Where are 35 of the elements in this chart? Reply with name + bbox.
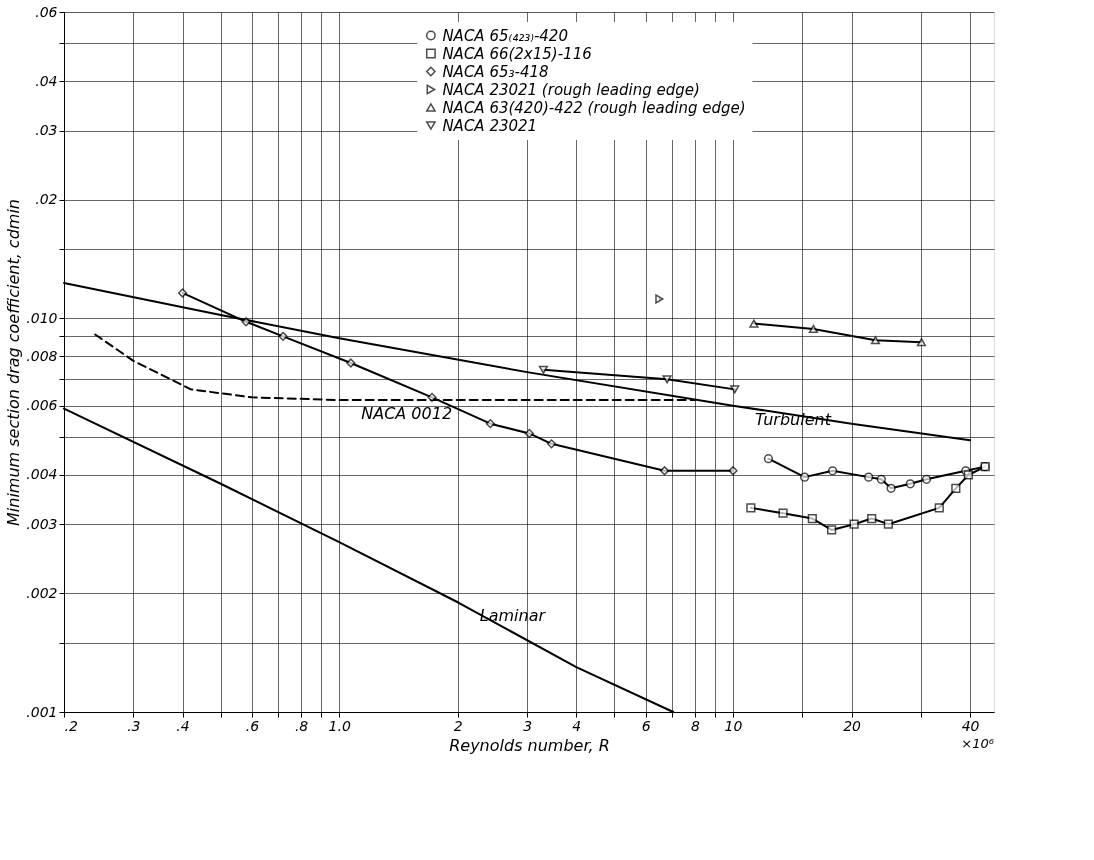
y-tick-label: .02: [35, 191, 58, 208]
x-tick-label: 10: [724, 717, 743, 734]
legend-label: NACA 23021 (rough leading edge): [442, 80, 700, 99]
y-tick-label: .06: [35, 3, 58, 20]
y-tick-label: .001: [26, 703, 58, 720]
y-tick-label: .004: [26, 466, 58, 483]
y-tick-label: .03: [35, 122, 58, 139]
y-tick-label: .006: [26, 397, 58, 414]
x-tick-label: 2: [453, 717, 463, 734]
x-tick-label: .4: [176, 717, 190, 734]
y-tick-label: .008: [26, 347, 58, 364]
legend-label: NACA 23021: [442, 116, 538, 135]
y-tick-label: .010: [26, 309, 58, 326]
x-tick-label: 1.0: [328, 717, 351, 734]
x-tick-label: .3: [127, 717, 141, 734]
y-tick-label: .002: [26, 584, 58, 601]
legend-label: NACA 63(420)-422 (rough leading edge): [442, 98, 746, 117]
y-tick-label: .003: [26, 515, 58, 532]
legend-label: NACA 65₃-418: [442, 62, 549, 81]
x-tick-label: .6: [245, 717, 260, 734]
series-label: NACA 0012: [361, 404, 453, 424]
legend-label: NACA 65₍₄₂₃₎-420: [442, 26, 568, 45]
x-tick-label: 6: [641, 717, 651, 734]
x-tick-label: 20: [843, 717, 862, 734]
text: ×10⁶: [961, 736, 994, 751]
x-tick-label: 4: [572, 717, 582, 734]
x-tick-label: 8: [690, 717, 700, 734]
y-tick-label: .04: [35, 72, 58, 89]
x-tick-label: 40: [961, 717, 980, 734]
x-tick-label: 3: [523, 717, 533, 734]
x-tick-label: .8: [294, 717, 309, 734]
x-axis-title: Reynolds number, R: [449, 735, 610, 755]
y-axis-title: Minimum section drag coefficient, cdmin: [4, 199, 24, 526]
legend-label: NACA 66(2x15)-116: [442, 44, 592, 63]
x-tick-label: .2: [64, 717, 78, 734]
